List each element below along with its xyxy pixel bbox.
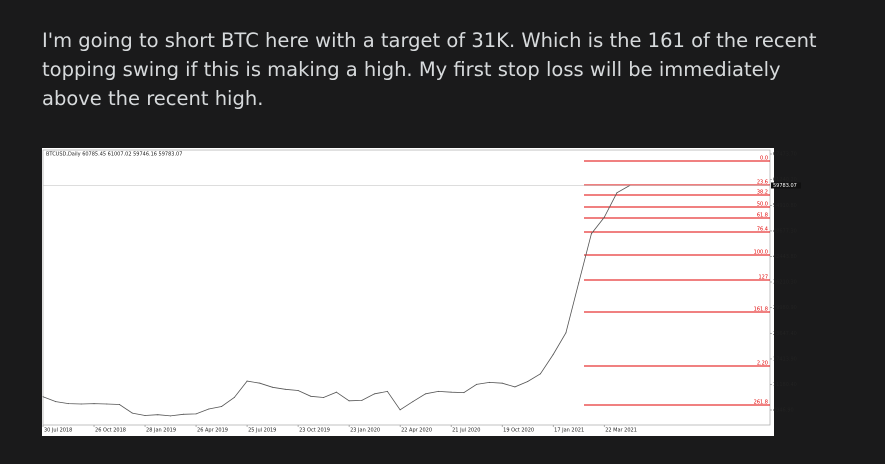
price-point <box>55 401 57 403</box>
y-tick-label: 42443.80 <box>773 254 797 260</box>
price-point <box>450 391 452 393</box>
y-tick-label: 11180.40 <box>773 382 797 388</box>
price-point <box>68 403 70 405</box>
price-point <box>144 415 146 417</box>
x-tick-label: 19 Oct 2020 <box>503 428 534 434</box>
fib-label: 76.4 <box>757 227 768 233</box>
price-point <box>182 413 184 415</box>
price-point <box>348 400 350 402</box>
y-tick-label: 54910.80 <box>773 203 797 209</box>
price-point <box>42 396 44 398</box>
price-point <box>246 380 248 382</box>
price-point <box>106 403 108 405</box>
x-tick-label: 22 Apr 2020 <box>401 428 432 434</box>
y-tick-label: 67473.70 <box>773 152 797 158</box>
price-point <box>221 406 223 408</box>
y-tick-label: 17413.90 <box>773 356 797 362</box>
chart-header: BTCUSD,Daily 60785.45 61007.02 59746.16 … <box>46 152 182 158</box>
x-tick-label: 21 Jul 2020 <box>452 428 480 434</box>
price-point <box>578 282 580 284</box>
x-tick-label: 26 Oct 2018 <box>95 428 126 434</box>
price-point <box>616 192 618 194</box>
price-point <box>284 388 286 390</box>
price-point <box>233 396 235 398</box>
price-point <box>425 393 427 395</box>
plot-frame <box>42 149 771 426</box>
price-point <box>374 393 376 395</box>
y-tick-label: 29980.90 <box>773 305 797 311</box>
price-point <box>590 233 592 235</box>
x-tick-label: 22 Mar 2021 <box>605 428 637 434</box>
fib-label: 161.8 <box>754 307 768 313</box>
price-point <box>514 386 516 388</box>
price-point <box>335 391 337 393</box>
y-tick-label: 48677.30 <box>773 228 797 234</box>
price-tag-label: 59783.07 <box>773 183 797 189</box>
fib-label: 261.8 <box>754 400 768 406</box>
price-point <box>463 392 465 394</box>
price-point <box>272 386 274 388</box>
price-point <box>119 403 121 405</box>
price-tag <box>771 182 801 189</box>
price-point <box>539 373 541 375</box>
price-point <box>386 390 388 392</box>
price-point <box>157 414 159 416</box>
price-point <box>323 396 325 398</box>
price-point <box>259 382 261 384</box>
y-tick-label: 23647.40 <box>773 331 797 337</box>
price-point <box>131 412 133 414</box>
price-point <box>361 399 363 401</box>
price-point <box>93 403 95 405</box>
fib-label: 0.0 <box>760 156 768 162</box>
x-tick-label: 26 Apr 2019 <box>197 428 228 434</box>
x-tick-label: 17 Jan 2021 <box>554 428 584 434</box>
y-tick-label: 61240.20 <box>773 177 797 183</box>
price-point <box>437 390 439 392</box>
price-point <box>80 403 82 405</box>
post-text: I'm going to short BTC here with a targe… <box>42 29 817 110</box>
price-point <box>603 216 605 218</box>
price-point <box>399 409 401 411</box>
fib-label: 127 <box>758 275 768 281</box>
x-tick-label: 23 Jan 2020 <box>350 428 380 434</box>
price-point <box>501 382 503 384</box>
x-tick-label: 25 Jul 2019 <box>248 428 276 434</box>
y-tick-label: 36210.30 <box>773 280 797 286</box>
price-point <box>565 332 567 334</box>
chart-bg <box>42 148 774 436</box>
price-point <box>488 381 490 383</box>
chart: BTCUSD,Daily 60785.45 61007.02 59746.16 … <box>42 148 801 436</box>
price-point <box>297 390 299 392</box>
fib-label: 50.0 <box>757 201 768 207</box>
price-point <box>412 401 414 403</box>
fib-label: 23.6 <box>757 180 768 186</box>
x-tick-label: 30 Jul 2018 <box>44 428 72 434</box>
fib-label: 2.20 <box>757 361 768 367</box>
y-tick-label: 4946.90 <box>773 407 794 413</box>
x-tick-label: 23 Oct 2019 <box>299 428 330 434</box>
fib-label: 61.8 <box>757 213 768 219</box>
price-point <box>195 413 197 415</box>
price-point <box>552 354 554 356</box>
x-tick-label: 28 Jan 2019 <box>146 428 176 434</box>
price-point <box>170 415 172 417</box>
fib-label: 38.2 <box>757 190 768 196</box>
fib-label: 100.0 <box>754 250 768 256</box>
price-point <box>476 383 478 385</box>
price-point <box>527 381 529 383</box>
price-point <box>208 408 210 410</box>
price-point <box>310 395 312 397</box>
